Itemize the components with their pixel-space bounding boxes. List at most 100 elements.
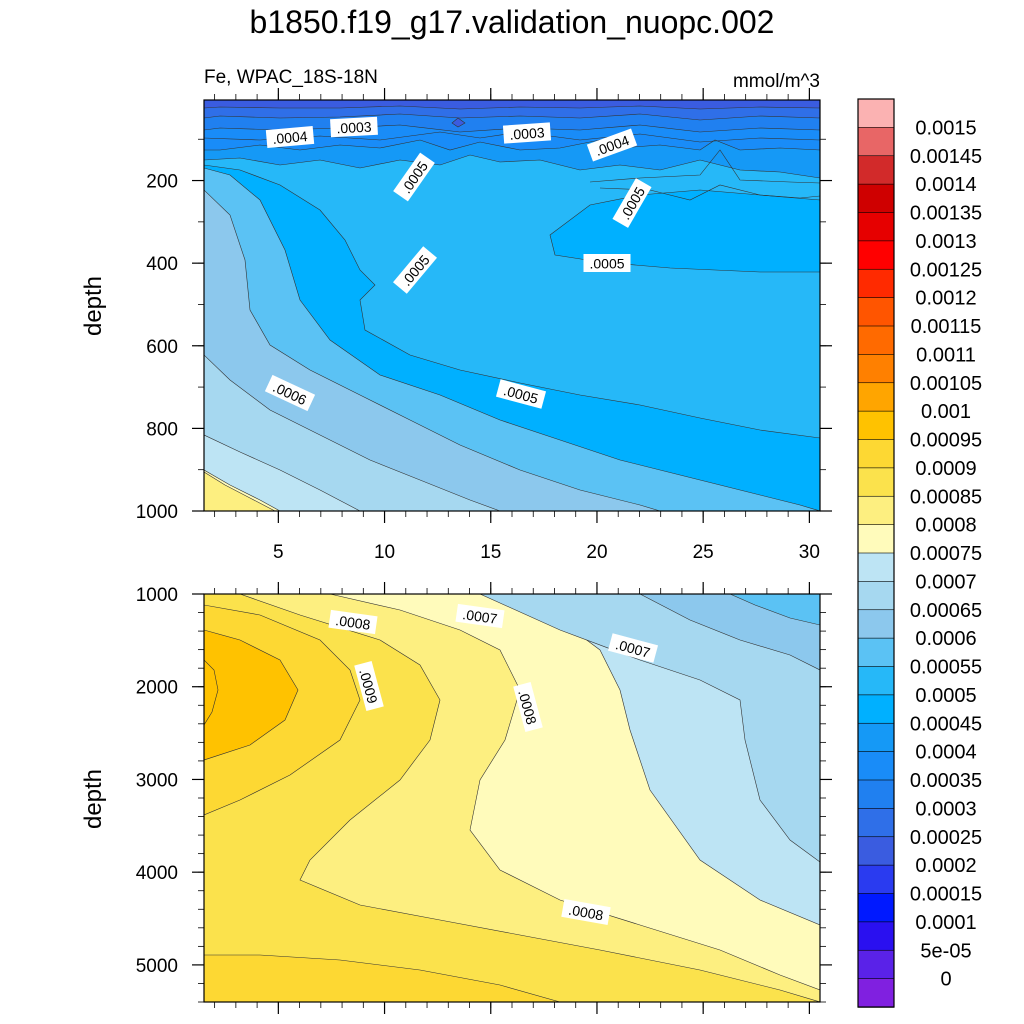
colorbar-label: 0.00025 xyxy=(910,827,982,849)
lower-band-0.00095 xyxy=(204,629,299,761)
lower-ylabel: depth xyxy=(80,769,107,829)
svg-text:.0005: .0005 xyxy=(589,256,624,272)
colorbar-swatch xyxy=(857,524,895,554)
upper-band-0.0008 xyxy=(204,471,276,511)
colorbar-label: 0.0002 xyxy=(915,855,976,877)
upper-ylabel: depth xyxy=(80,276,107,336)
colorbar-swatch xyxy=(857,751,895,781)
upper-xtick-label: 30 xyxy=(799,542,820,563)
colorbar-swatch xyxy=(857,212,895,242)
colorbar-label: 0.0009 xyxy=(915,458,976,480)
colorbar-label: 0.0012 xyxy=(915,288,976,310)
colorbar-swatch xyxy=(857,410,895,441)
lower-contour-label: .0007 xyxy=(455,603,505,629)
lower-band-0.001 xyxy=(204,659,219,726)
upper-xtick-label: 15 xyxy=(480,542,501,563)
lower-ytick-label: 4000 xyxy=(136,863,178,884)
colorbar-label: 0.0015 xyxy=(915,117,976,139)
upper-ytick-label: 800 xyxy=(146,419,178,440)
colorbar-swatch xyxy=(857,495,895,526)
colorbar-label: 0.00015 xyxy=(910,884,982,906)
lower-band-0.00055 xyxy=(729,594,820,626)
colorbar-swatch xyxy=(857,325,895,356)
colorbar-label: 0.00035 xyxy=(910,770,982,792)
upper-xaxis: 5 10 15 20 25 30 xyxy=(214,88,820,563)
upper-xtick-label: 25 xyxy=(693,542,714,563)
colorbar-label: 0.0013 xyxy=(915,231,976,253)
colorbar-swatch xyxy=(857,439,895,469)
lower-panel: depth 1000 2000 3000 4000 5000 .0008 .0007 .00… xyxy=(80,582,832,1014)
colorbar-swatch xyxy=(857,552,895,583)
lower-yaxis: 1000 2000 3000 4000 5000 xyxy=(136,585,832,1003)
colorbar-swatch xyxy=(857,467,895,497)
lower-ytick-label: 5000 xyxy=(136,956,178,977)
upper-xtick-label: 5 xyxy=(273,542,284,563)
colorbar-swatch xyxy=(857,893,895,923)
upper-ytick-label: 600 xyxy=(146,337,178,358)
lower-xaxis xyxy=(214,582,810,1014)
upper-band-0.0005 xyxy=(204,100,820,511)
colorbar-label: 0.0005 xyxy=(915,685,976,707)
colorbar-label: 0.0003 xyxy=(915,798,976,820)
colorbar-label: 0.00075 xyxy=(910,543,982,565)
upper-panel: Fe, WPAC_18S-18N mmol/m^3 depth 200 400 xyxy=(80,67,832,563)
colorbar-swatch xyxy=(857,836,895,866)
upper-ytick-label: 200 xyxy=(146,172,178,193)
colorbar-label: 0.00135 xyxy=(910,203,982,225)
colorbar-label: 0.0001 xyxy=(915,912,976,934)
lower-ytick-label: 2000 xyxy=(136,678,178,699)
colorbar-swatch xyxy=(857,609,895,639)
colorbar-swatch xyxy=(857,666,895,696)
upper-ytick-label: 1000 xyxy=(136,502,178,523)
upper-ytick-label: 400 xyxy=(146,254,178,275)
colorbar-swatch xyxy=(857,637,895,668)
colorbar-label: 0.001 xyxy=(921,401,971,423)
svg-text:.0008: .0008 xyxy=(567,902,604,924)
colorbar: 0.0015 0.00145 0.0014 0.00135 0.0013 0.00125 0… xyxy=(857,98,982,1008)
colorbar-swatch xyxy=(857,581,895,611)
lower-ytick-label: 3000 xyxy=(136,770,178,791)
colorbar-swatch xyxy=(857,808,895,838)
chart-title: b1850.f19_g17.validation_nuopc.002 xyxy=(249,4,775,40)
svg-text:.0004: .0004 xyxy=(272,128,309,147)
svg-text:.0003: .0003 xyxy=(509,124,545,142)
upper-band-0.0006 xyxy=(204,189,661,511)
upper-yaxis: 200 400 600 800 1000 xyxy=(136,138,832,523)
colorbar-label: 0.00105 xyxy=(910,373,982,395)
colorbar-label: 0.0007 xyxy=(915,571,976,593)
lower-contour-label: .0009 xyxy=(354,660,384,712)
colorbar-swatch xyxy=(857,978,895,1008)
colorbar-label: 0.0014 xyxy=(915,174,976,196)
colorbar-swatch xyxy=(857,864,895,895)
colorbar-label: 5e-05 xyxy=(920,940,971,962)
colorbar-label: 0.00115 xyxy=(911,316,982,338)
colorbar-swatch xyxy=(857,98,895,129)
upper-contour-label: .0005 xyxy=(583,254,631,272)
colorbar-swatch xyxy=(857,297,895,327)
colorbar-label: 0.0006 xyxy=(915,628,976,650)
colorbar-frame xyxy=(857,98,895,1008)
lower-contour-label: .0008 xyxy=(561,899,611,925)
variable-label: Fe, WPAC_18S-18N xyxy=(204,67,378,88)
lower-band-0.0009-bottom xyxy=(204,954,561,1002)
colorbar-label: 0.0008 xyxy=(915,515,976,537)
colorbar-swatch xyxy=(857,155,895,185)
colorbar-label: 0.00055 xyxy=(910,657,982,679)
svg-text:.0007: .0007 xyxy=(461,606,498,627)
upper-band-0.0002 xyxy=(204,100,820,110)
colorbar-label: 0.00065 xyxy=(910,600,982,622)
upper-contour-strand xyxy=(599,184,820,201)
colorbar-swatch xyxy=(857,779,895,810)
colorbar-swatch xyxy=(857,183,895,214)
upper-contour-label: .0005 xyxy=(495,379,547,409)
colorbar-swatch xyxy=(857,354,895,384)
colorbar-label: 0 xyxy=(940,969,951,991)
colorbar-swatch xyxy=(857,722,895,753)
colorbar-label: 0.0011 xyxy=(916,344,976,366)
upper-contour-label: .0004 xyxy=(265,125,315,149)
colorbar-swatch xyxy=(857,268,895,299)
colorbar-swatch xyxy=(857,949,895,980)
upper-xtick-label: 10 xyxy=(374,542,395,563)
upper-contour-label: .0003 xyxy=(502,122,552,144)
